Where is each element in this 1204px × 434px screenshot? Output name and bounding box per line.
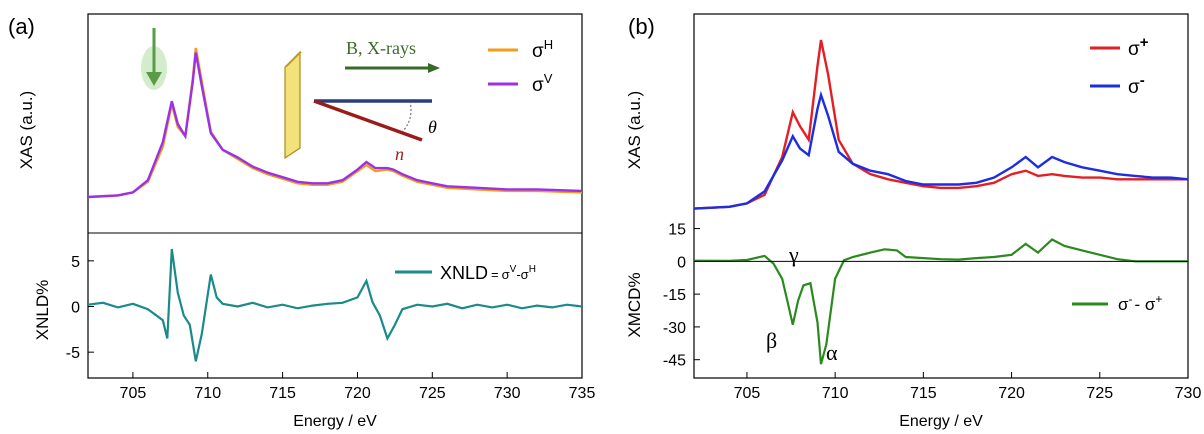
- panel-b-xas-lines: [693, 39, 1189, 210]
- y-tick-label: 0: [71, 300, 80, 317]
- x-tick-label: 720: [998, 385, 1025, 402]
- annotation-alpha: α: [826, 340, 838, 365]
- y-tick-label: -15: [663, 287, 686, 304]
- x-tick-label: 730: [494, 385, 521, 402]
- panel-a-xnld-lines: [87, 248, 583, 362]
- panel-b-xmcd-lines: [693, 238, 1188, 365]
- svg-text:σ+: σ+: [1128, 34, 1149, 60]
- legend-sigma-minus-sup: -: [1140, 72, 1145, 89]
- y-tick-label: 15: [668, 222, 686, 239]
- panel-a: 705 710 715 720 725 730 735 5 0 -5 XAS (a.u.) XN…: [17, 13, 596, 430]
- series-line-sigma-minus: [693, 90, 1189, 210]
- annotation-gamma: γ: [788, 242, 799, 267]
- svg-text:σ-- σ+: σ- - σ+: [1118, 292, 1162, 314]
- svg-text:σH: σH: [532, 37, 553, 62]
- x-tick-label: 725: [419, 385, 446, 402]
- y-tick-label: -45: [663, 353, 686, 370]
- geometry-inset: B, X-rays n θ: [284, 38, 440, 164]
- y-tick-label: 0: [677, 254, 686, 271]
- series-line-xnld: [87, 248, 583, 362]
- legend-sigma-minus-prefix: σ: [1128, 77, 1140, 98]
- x-tick-label: 725: [1086, 385, 1113, 402]
- panel-b-frame: [693, 13, 1189, 379]
- panel-b-bottom-ylabel: XMCD%: [625, 272, 644, 337]
- x-tick-label: 705: [734, 385, 761, 402]
- legend-sigma-v-sup: V: [544, 71, 553, 86]
- panel-a-xnld-legend: XNLD = σV-σH: [395, 263, 536, 283]
- legend-sigma-h-sup: H: [544, 37, 553, 52]
- panel-a-legend: σH σV: [488, 37, 553, 96]
- panel-b-top-ylabel: XAS (a.u.): [625, 91, 644, 169]
- panel-label-a: (a): [8, 14, 35, 39]
- panel-a-yticks: 5 0 -5: [66, 254, 94, 362]
- panel-a-xas-lines: [87, 47, 583, 199]
- green-down-arrow-icon: [141, 28, 167, 90]
- legend-sigma-plus-sup: +: [1140, 34, 1149, 51]
- y-tick-label: -30: [663, 320, 686, 337]
- x-tick-label: 710: [822, 385, 849, 402]
- x-tick-label: 735: [569, 385, 596, 402]
- panel-a-xlabel: Energy / eV: [293, 413, 377, 430]
- x-tick-label: 730: [1175, 385, 1202, 402]
- series-line-xmcd: [693, 238, 1188, 365]
- svg-text:XNLD=σV-σH: XNLD = σV-σH: [440, 263, 536, 283]
- panel-b: 705 710 715 720 725 730 15 0 -15 -30 -45 XAS (a.u…: [625, 13, 1202, 430]
- series-line-sigma-v: [87, 52, 583, 199]
- panel-b-xticks: 705 710 715 720 725 730: [734, 372, 1202, 402]
- panel-b-yticks: 15 0 -15 -30 -45: [663, 222, 700, 370]
- x-tick-label: 720: [344, 385, 371, 402]
- x-tick-label: 715: [269, 385, 296, 402]
- inset-beam-label: B, X-rays: [346, 38, 416, 58]
- panel-a-xticks: 705 710 715 720 725 730 735: [120, 372, 596, 402]
- inset-normal-label: n: [395, 144, 404, 164]
- series-line-sigma-plus: [693, 39, 1188, 210]
- y-tick-label: -5: [66, 345, 80, 362]
- legend-sigma-v-prefix: σ: [532, 75, 544, 96]
- y-tick-label: 5: [71, 254, 80, 271]
- inset-angle-label: θ: [428, 117, 437, 137]
- panel-label-b: (b): [628, 14, 655, 39]
- panel-a-top-ylabel: XAS (a.u.): [17, 91, 36, 169]
- annotation-beta: β: [766, 328, 777, 353]
- x-tick-label: 705: [120, 385, 147, 402]
- panel-b-xlabel: Energy / eV: [899, 413, 983, 430]
- x-tick-label: 710: [194, 385, 221, 402]
- legend-sigma-h-prefix: σ: [532, 41, 544, 62]
- panel-a-bottom-ylabel: XNLD%: [33, 280, 52, 340]
- svg-text:σV: σV: [532, 71, 553, 96]
- legend-xnld-name: XNLD: [440, 263, 488, 283]
- normal-line: [313, 99, 423, 142]
- x-tick-label: 715: [910, 385, 937, 402]
- svg-text:σ-: σ-: [1128, 72, 1145, 98]
- legend-sigma-plus-prefix: σ: [1128, 39, 1140, 60]
- panel-b-xmcd-legend: σ- - σ+: [1072, 292, 1162, 314]
- panel-b-legend: σ+ σ-: [1090, 34, 1149, 98]
- sample-plate: [284, 50, 301, 160]
